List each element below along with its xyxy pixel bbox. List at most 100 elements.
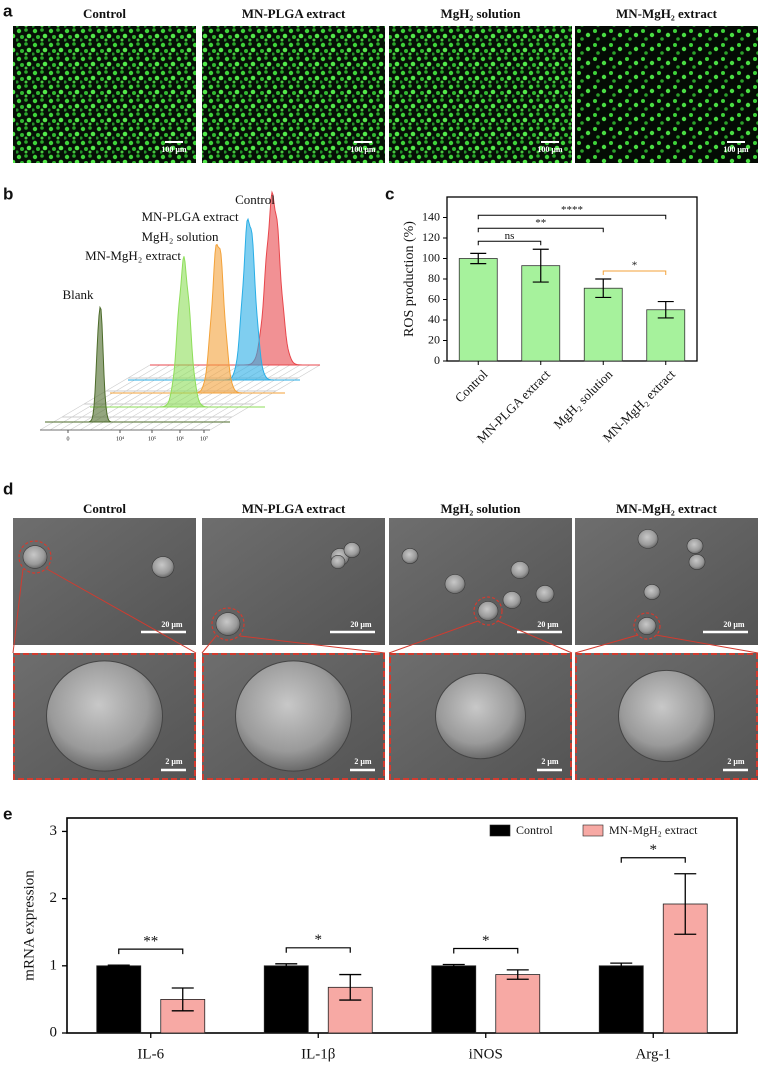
y-tick-label: 80 [428,271,440,285]
y-axis-title: ROS production (%) [402,221,417,337]
image-title: MgH₂ solution [440,6,521,21]
scale-bar-label: 20 μm [723,620,745,629]
highlight [473,596,503,626]
highlight [18,540,52,574]
floor-line [179,364,291,431]
legend-swatch [489,824,511,837]
y-tick-label: 100 [422,250,440,264]
highlight [211,607,245,641]
zoom-line [12,568,24,654]
significance-bracket [453,947,519,954]
y-tick-label: 0 [434,353,440,367]
panel-label: a [3,1,13,20]
legend-label: Control [516,823,553,837]
bar [495,974,541,1034]
bar [583,287,623,362]
significance-bracket [285,947,351,953]
significance-label: ** [143,934,158,950]
significance-label: ns [505,230,515,242]
significance-label: ** [535,217,546,229]
zoom-line [239,635,386,654]
zoom-frame [575,653,758,780]
fluorescence-image [202,26,385,163]
bar [431,965,477,1034]
legend-swatch [582,824,604,837]
bar [458,258,498,362]
scale-bar-label: 2 μm [727,757,745,766]
series-label: MgH₂ solution [141,229,219,244]
y-tick-label: 120 [422,230,440,244]
cell [686,538,704,554]
floor-line [59,364,171,431]
scale-bar-label: 20 μm [537,620,559,629]
scale-bar-label: 2 μm [165,757,183,766]
image-title: Control [83,6,126,21]
highlight [633,612,661,640]
cell [510,561,530,579]
plot-frame [66,817,738,1034]
cell [535,585,555,603]
floor-line [109,364,221,431]
bar [598,965,644,1034]
zoom-frame [202,653,385,780]
panel-label: b [3,184,13,203]
series-label: MN-MgH₂ extract [85,248,181,263]
significance-label: **** [561,204,583,216]
floor-line [209,364,321,431]
y-tick-label: 0 [50,1024,58,1040]
x-tick-label: MgH₂ solution [550,366,615,431]
image-title: MN-PLGA extract [242,6,346,21]
image-title: MN-PLGA extract [242,501,346,516]
y-tick-label: 2 [50,890,58,906]
image-title: Control [83,501,126,516]
fluorescence-image [575,26,758,163]
zoom-line [201,635,217,654]
series-label: Blank [62,287,94,302]
y-tick-label: 40 [428,312,440,326]
image-title: MN-MgH₂ extract [616,6,718,21]
y-axis-title: mRNA expression [21,870,37,981]
scale-bar-label: 20 μm [161,620,183,629]
x-tick-label: IL-1β [301,1046,335,1062]
histogram-peak [90,256,265,408]
series-label: Control [235,192,275,207]
zoom-line [655,634,759,654]
cell [502,591,522,609]
cell [637,617,657,635]
floor-line [189,364,301,431]
x-tick-label: iNOS [469,1046,503,1062]
image-title: MN-MgH₂ extract [616,501,718,516]
image-title: MgH₂ solution [440,501,521,516]
y-tick-label: 1 [50,957,58,973]
y-tick-label: 140 [422,209,440,223]
zoom-frame [13,653,196,780]
significance-bracket [477,227,604,233]
series-label: MN-PLGA extract [141,209,239,224]
cell [22,545,48,569]
x-tick-label: 10⁵ [148,436,156,442]
x-tick-label: 10⁴ [116,436,124,442]
cell [330,555,346,569]
sem-image [13,518,196,645]
sem-image [389,518,572,645]
significance-label: * [482,933,490,949]
x-tick-label: IL-6 [137,1046,164,1062]
cell [401,548,419,564]
significance-bracket [477,214,667,220]
zoom-line [388,620,479,654]
cell-zoom [435,672,526,760]
bar [263,965,309,1034]
significance-bracket [602,270,667,275]
significance-bracket [620,857,686,863]
panel-label: d [3,479,13,498]
significance-label: * [632,260,638,272]
x-tick-label: Arg-1 [635,1046,671,1062]
significance-bracket [118,948,184,955]
histogram-peak [45,305,230,423]
fluorescence-image [13,26,196,163]
legend-label: MN-MgH₂ extract [609,823,698,837]
floor-line [69,364,181,431]
cell [643,584,661,600]
